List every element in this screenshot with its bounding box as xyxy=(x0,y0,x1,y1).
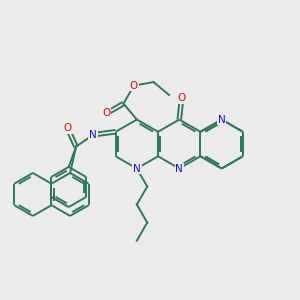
Text: O: O xyxy=(64,124,72,134)
Text: O: O xyxy=(102,108,111,118)
Text: O: O xyxy=(130,81,138,91)
Text: N: N xyxy=(133,164,141,173)
Text: N: N xyxy=(176,164,183,173)
Text: O: O xyxy=(178,93,186,103)
Text: N: N xyxy=(89,130,97,140)
Text: N: N xyxy=(218,115,226,124)
